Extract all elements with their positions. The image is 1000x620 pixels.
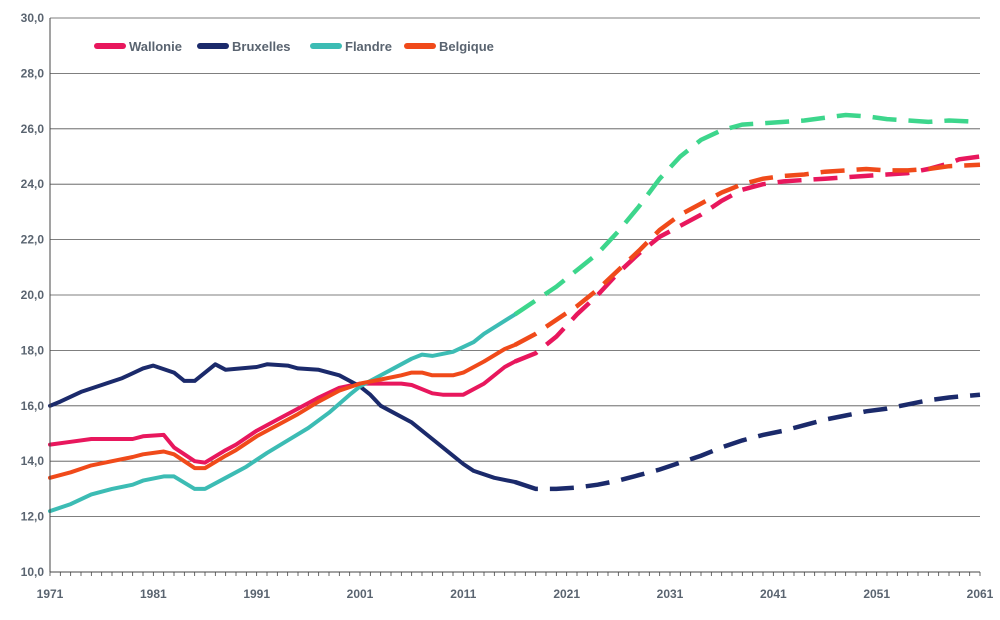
legend-label-bruxelles: Bruxelles xyxy=(232,39,291,54)
series-flandre-observed-line xyxy=(48,312,517,514)
legend-label-wallonie: Wallonie xyxy=(129,39,182,54)
x-tick-label: 1981 xyxy=(140,587,167,601)
grid xyxy=(50,17,980,517)
x-tick-label: 2021 xyxy=(553,587,580,601)
y-tick-label: 18,0 xyxy=(21,343,45,357)
y-tick-label: 26,0 xyxy=(21,122,45,136)
series-belgique-observed-line xyxy=(48,342,517,480)
x-tick-label: 1991 xyxy=(243,587,270,601)
x-tick-label: 2041 xyxy=(760,587,787,601)
series-wallonie-observed-line xyxy=(48,359,517,465)
x-tick-label: 2051 xyxy=(863,587,890,601)
y-tick-label: 30,0 xyxy=(21,11,45,25)
y-tick-label: 22,0 xyxy=(21,233,45,247)
series-bruxelles-observed-line xyxy=(48,362,517,484)
y-tick-label: 20,0 xyxy=(21,288,45,302)
legend: Wallonie Bruxelles Flandre Belgique xyxy=(94,39,494,54)
x-tick-label: 2031 xyxy=(657,587,684,601)
series-flandre-projected-line xyxy=(513,112,981,317)
y-tick-label: 12,0 xyxy=(21,510,45,524)
y-tick-label: 14,0 xyxy=(21,454,45,468)
y-tick-label: 24,0 xyxy=(21,177,45,191)
y-tick-label: 28,0 xyxy=(21,66,45,80)
y-tick-label: 10,0 xyxy=(21,565,45,579)
legend-label-belgique: Belgique xyxy=(439,39,494,54)
series-belgique-projected-line xyxy=(513,162,981,347)
series-wallonie-projected-line xyxy=(514,154,981,364)
series-lines xyxy=(48,112,981,514)
axes: 10,0 12,0 14,0 16,0 18,0 20,0 22,0 24,0 26,0 28,0… xyxy=(21,11,994,601)
x-tick-label: 2011 xyxy=(450,587,476,601)
series-bruxelles-projected-line xyxy=(514,392,981,492)
x-tick-label: 1971 xyxy=(37,587,64,601)
y-tick-label: 16,0 xyxy=(21,399,45,413)
x-tick-label: 2061 xyxy=(967,587,994,601)
legend-label-flandre: Flandre xyxy=(345,39,392,54)
x-tick-label: 2001 xyxy=(347,587,374,601)
